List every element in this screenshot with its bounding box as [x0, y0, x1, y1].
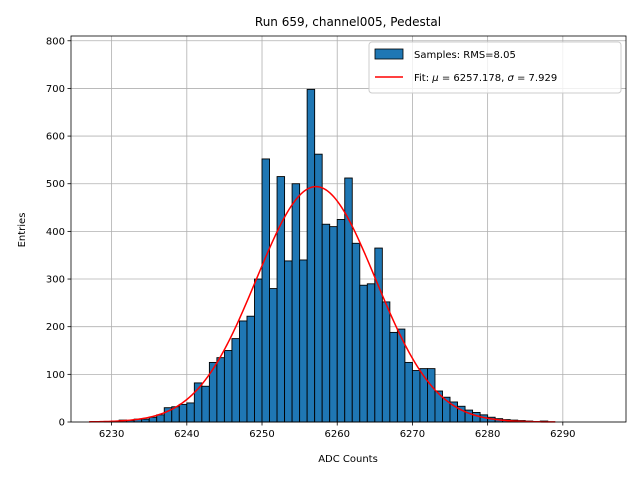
histogram-bar — [156, 414, 165, 423]
histogram-bars — [103, 88, 549, 423]
legend-fit-label: Fit: μ = 6257.178, σ = 7.929 — [414, 73, 557, 84]
y-tick-label: 300 — [46, 275, 65, 286]
legend-fit-mu-symbol: μ — [431, 73, 438, 84]
histogram-bar — [321, 223, 331, 423]
histogram-bar — [351, 242, 361, 423]
legend-fit-label-prefix: Fit: — [414, 73, 432, 84]
x-axis-ticks: 6230 6240 6250 6260 6270 6280 6290 — [99, 422, 576, 440]
histogram-bar — [208, 361, 218, 423]
y-tick-label: 400 — [46, 227, 65, 238]
histogram-bar — [381, 301, 391, 423]
legend-histogram-swatch — [374, 48, 404, 60]
x-tick-label: 6280 — [475, 429, 500, 440]
histogram-bar — [269, 288, 278, 423]
y-tick-label: 800 — [46, 36, 65, 47]
histogram-bar — [411, 370, 421, 423]
y-tick-label: 700 — [46, 84, 65, 95]
legend-fit-sigma-value: = 7.929 — [514, 73, 557, 84]
histogram-bar — [374, 247, 383, 423]
x-tick-label: 6250 — [249, 429, 274, 440]
histogram-bar — [223, 350, 233, 423]
histogram-bar — [284, 260, 293, 423]
legend-box — [368, 41, 622, 94]
histogram-bar — [201, 385, 210, 423]
y-axis-label: Entries — [17, 213, 28, 248]
histogram-bar — [404, 361, 413, 423]
histogram-bar — [314, 153, 323, 423]
histogram-bar — [389, 331, 398, 423]
y-tick-label: 200 — [46, 322, 65, 333]
legend: Samples: RMS=8.05 Fit: μ = 6257.178, σ =… — [368, 41, 622, 94]
x-tick-label: 6240 — [174, 429, 199, 440]
histogram-bar — [178, 403, 188, 423]
histogram-bar — [427, 368, 436, 423]
histogram-bar — [291, 183, 301, 423]
x-tick-label: 6260 — [324, 429, 349, 440]
y-tick-label: 500 — [46, 179, 65, 190]
histogram-bar — [216, 357, 225, 423]
histogram-bar — [276, 176, 286, 423]
fit-curve — [89, 185, 556, 423]
histogram-bar — [186, 402, 195, 423]
histogram-bar — [148, 416, 158, 423]
histogram-bar — [231, 338, 240, 423]
histogram-bar — [254, 278, 263, 423]
fit-curve-group — [89, 185, 556, 423]
y-axis-ticks: 0 100 200 300 400 500 600 700 800 — [46, 36, 71, 429]
histogram-bar — [359, 284, 368, 423]
legend-fit-sigma-symbol: σ — [507, 73, 514, 84]
y-tick-label: 600 — [46, 132, 65, 143]
histogram-bar — [329, 226, 338, 423]
x-axis-label: ADC Counts — [318, 454, 378, 465]
legend-fit-mu-value: = 6257.178, — [439, 73, 508, 84]
histogram-bar — [239, 320, 248, 423]
histogram-bar — [366, 283, 376, 423]
histogram-bar — [246, 315, 255, 423]
x-tick-label: 6230 — [99, 429, 124, 440]
chart-title: Run 659, channel005, Pedestal — [255, 15, 441, 29]
x-tick-label: 6270 — [400, 429, 425, 440]
histogram-bar — [299, 259, 308, 423]
plot-frame — [70, 35, 627, 423]
histogram-bar — [336, 219, 346, 423]
x-tick-label: 6290 — [550, 429, 575, 440]
histogram-bar — [141, 418, 150, 423]
y-tick-label: 100 — [46, 370, 65, 381]
legend-histogram-label: Samples: RMS=8.05 — [414, 50, 516, 61]
histogram-bar — [261, 158, 270, 423]
histogram-bar — [306, 88, 316, 423]
y-tick-label: 0 — [59, 418, 65, 429]
histogram-bar — [472, 412, 481, 423]
